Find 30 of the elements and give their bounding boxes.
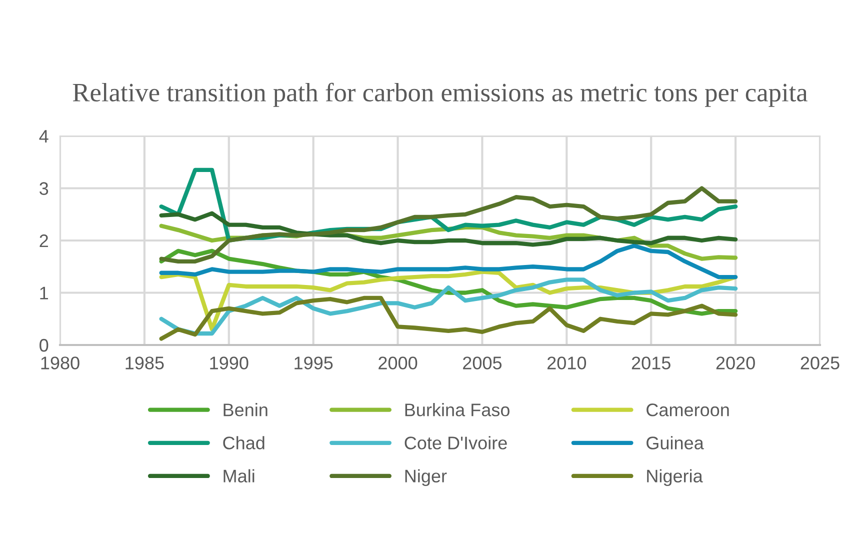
legend-label: Cameroon bbox=[646, 404, 729, 416]
y-tick-label: 4 bbox=[39, 130, 48, 143]
y-tick-label: 0 bbox=[40, 338, 48, 352]
legend-label: Benin bbox=[224, 403, 268, 416]
y-tick-label: 2 bbox=[40, 234, 48, 248]
x-tick-label: 2020 bbox=[716, 356, 755, 370]
x-tick-label: 2000 bbox=[378, 356, 418, 370]
y-tick-label: 3 bbox=[40, 182, 48, 195]
x-tick-label: 2010 bbox=[547, 356, 586, 370]
y-tick-label: 1 bbox=[40, 286, 48, 300]
x-tick-label: 2015 bbox=[632, 356, 670, 370]
legend-label: Guinea bbox=[646, 436, 704, 450]
x-tick-label: 1985 bbox=[126, 356, 164, 370]
line-series bbox=[159, 186, 738, 264]
x-tick-label: 2025 bbox=[800, 356, 840, 370]
legend-label: Mali bbox=[224, 469, 254, 482]
x-tick-label: 1995 bbox=[294, 356, 333, 370]
line-series bbox=[159, 278, 738, 336]
line-series bbox=[159, 211, 738, 247]
legend-label: Cote D'Ivoire bbox=[404, 436, 507, 450]
legend-label: Burkina Faso bbox=[405, 403, 510, 416]
legend-label: Niger bbox=[405, 469, 447, 486]
x-tick-label: 1980 bbox=[41, 356, 80, 370]
x-tick-label: 2005 bbox=[463, 356, 502, 370]
chart-title: Relative transition path for carbon emissions as metric tons per capita bbox=[72, 82, 808, 107]
line-series bbox=[159, 244, 738, 280]
legend-label: Chad bbox=[223, 436, 264, 450]
legend-label: Nigeria bbox=[647, 469, 703, 486]
x-tick-label: 1990 bbox=[210, 356, 248, 370]
line-series bbox=[159, 296, 738, 341]
